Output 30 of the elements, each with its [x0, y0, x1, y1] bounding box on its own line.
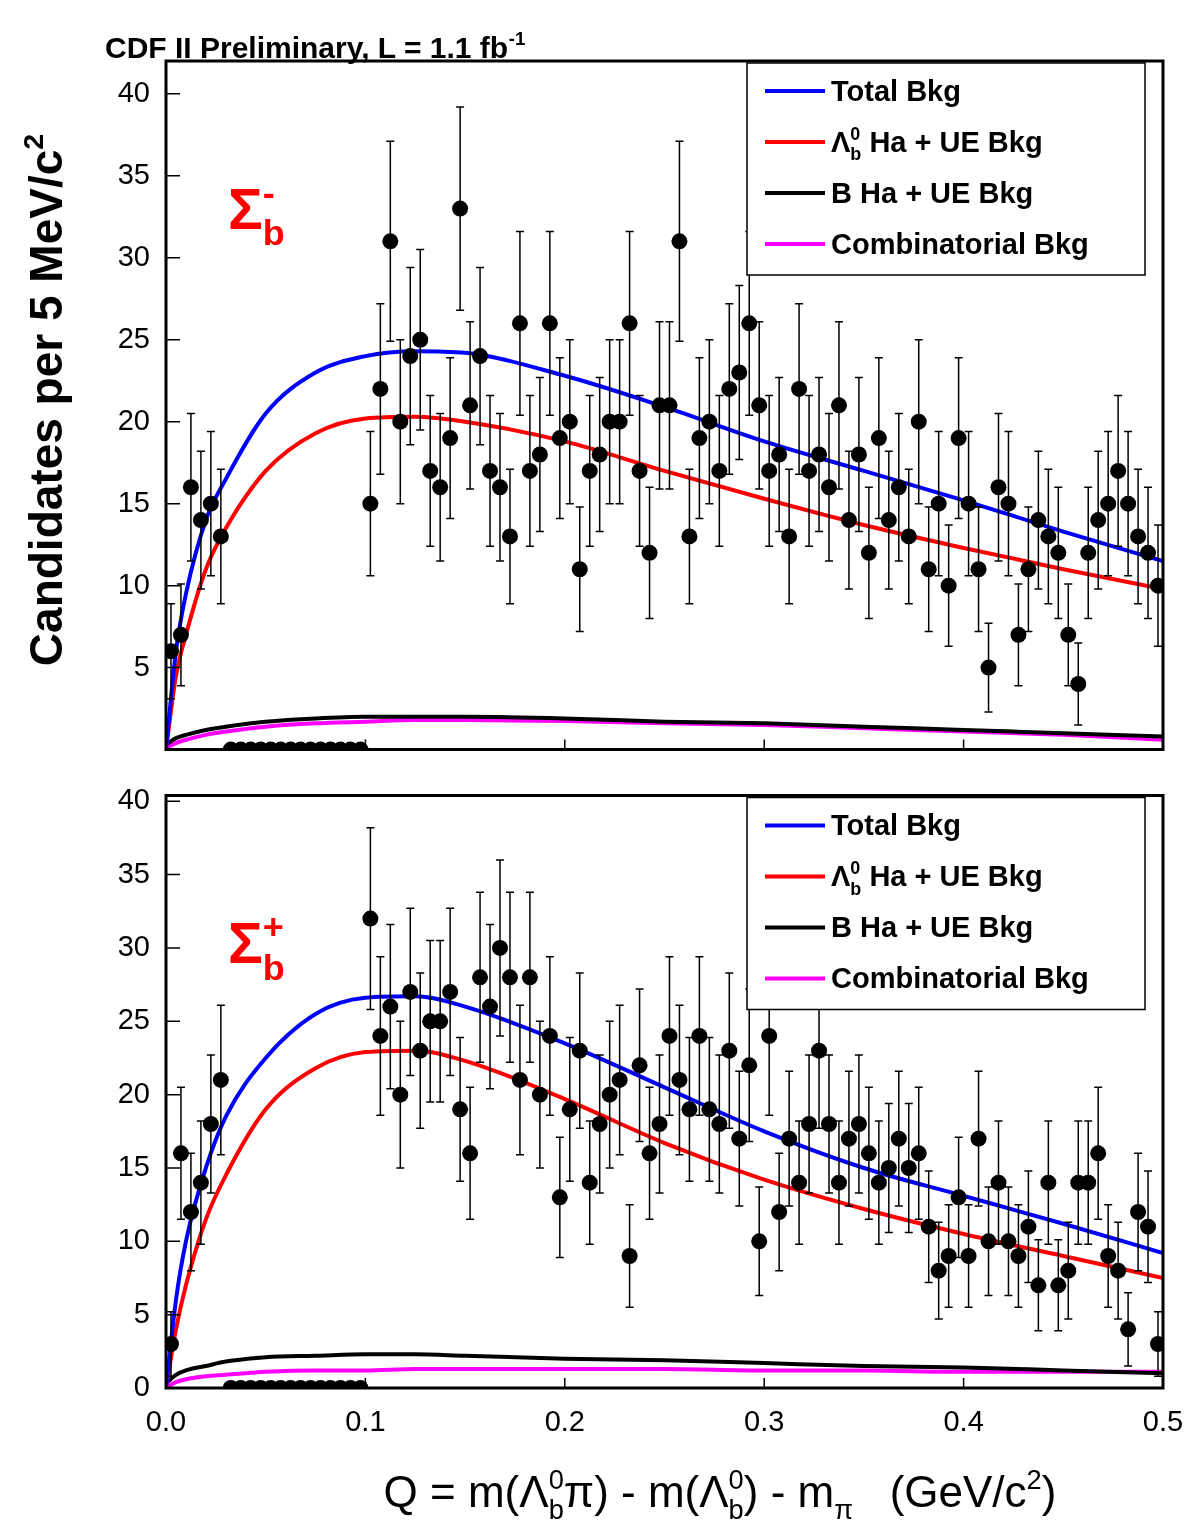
y-tick-label: 40 — [117, 783, 150, 816]
y-tick-label: 0 — [133, 1370, 150, 1402]
y-tick-label: 40 — [117, 75, 150, 108]
legend-label: Total Bkg — [831, 75, 961, 107]
y-tick-label: 35 — [117, 856, 150, 889]
y-tick-label: 10 — [117, 1223, 150, 1256]
y-tick-label: 30 — [117, 929, 150, 962]
y-tick-label: 25 — [117, 1003, 150, 1036]
x-tick-label: 0.0 — [145, 1405, 187, 1438]
x-tick-label: 0.1 — [345, 1405, 386, 1438]
x-tick-label: 0.4 — [943, 1405, 984, 1438]
legend-label: B Ha + UE Bkg — [831, 911, 1034, 944]
y-tick-label: 5 — [133, 649, 150, 682]
y-tick-label: 15 — [117, 1149, 150, 1182]
x-tick-label: 0.3 — [744, 1405, 785, 1438]
legend-label: Total Bkg — [831, 809, 961, 842]
legend-label: Combinatorial Bkg — [831, 228, 1089, 260]
y-tick-label: 20 — [117, 1076, 150, 1109]
legend-label: Combinatorial Bkg — [831, 962, 1089, 995]
x-tick-label: 0.2 — [544, 1405, 585, 1438]
y-tick-label: 10 — [117, 567, 150, 600]
y-axis-title: Candidates per 5 MeV/c2 — [16, 133, 72, 667]
legend-label: B Ha + UE Bkg — [831, 177, 1034, 209]
y-tick-label: 5 — [133, 1296, 150, 1329]
y-tick-label: 25 — [117, 321, 150, 354]
y-tick-label: 15 — [117, 485, 150, 518]
y-tick-label: 30 — [117, 239, 150, 272]
x-tick-label: 0.5 — [1142, 1405, 1184, 1438]
y-tick-label: 20 — [117, 403, 150, 436]
y-tick-label: 35 — [117, 157, 150, 190]
